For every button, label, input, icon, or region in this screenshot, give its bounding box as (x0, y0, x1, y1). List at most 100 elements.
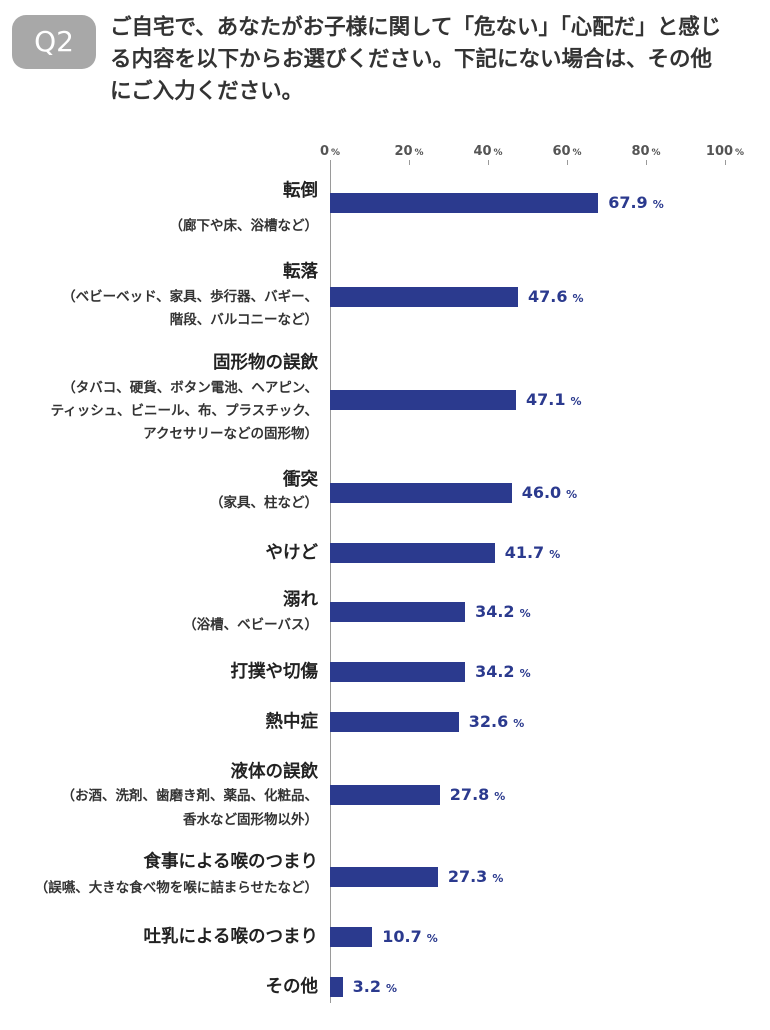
value-number: 47.1 (526, 390, 566, 409)
value-label: 27.3% (448, 866, 504, 888)
value-number: 32.6 (468, 712, 509, 731)
bar (330, 785, 440, 805)
value-unit: % (426, 932, 438, 945)
question-line-3: にご入力ください。 (110, 79, 304, 104)
value-unit: % (549, 548, 561, 561)
value-label: 27.8% (450, 784, 506, 806)
value-label: 34.2% (475, 661, 531, 683)
x-tick-label: 60% (552, 141, 581, 159)
value-unit: % (519, 607, 531, 620)
value-unit: % (652, 198, 664, 211)
category-note: 香水など固形物以外） (183, 812, 318, 828)
value-label: 32.6% (469, 711, 525, 733)
category-note: （誤嚥、大きな食べ物を喉に詰まらせたなど） (34, 880, 318, 896)
x-tick-label: 100% (706, 141, 744, 159)
bar (330, 543, 495, 563)
x-tick-unit: % (735, 148, 745, 158)
question-number-badge: Q2 (12, 15, 96, 69)
x-tick-value: 0 (319, 144, 330, 159)
value-label: 10.7% (382, 926, 438, 948)
x-tick-value: 100 (705, 144, 734, 159)
bar (330, 483, 512, 503)
category-note: （浴槽、ベビーバス） (183, 617, 318, 633)
bar (330, 602, 466, 622)
category-label: 吐乳による喉のつまり (143, 927, 318, 947)
value-label: 47.6% (528, 286, 584, 308)
value-unit: % (570, 395, 582, 408)
bar (330, 193, 599, 213)
x-tick-mark (409, 160, 410, 165)
bar (330, 712, 459, 732)
category-note: （お酒、洗剤、歯磨き剤、薬品、化粧品、 (61, 788, 319, 804)
value-number: 10.7 (382, 927, 422, 946)
category-label: 衝突 (283, 470, 318, 490)
category-note: （廊下や床、浴槽など） (169, 218, 319, 234)
question-line-1: ご自宅で、あなたがお子様に関して「危ない」「心配だ」と感じ (110, 15, 722, 40)
category-note: （タバコ、硬貨、ボタン電池、ヘアピン、 (62, 380, 318, 396)
category-label: やけど (265, 543, 319, 563)
value-number: 3.2 (352, 977, 381, 996)
category-note: （ベビーベッド、家具、歩行器、バギー、 (62, 289, 318, 305)
category-label: 溺れ (283, 590, 318, 610)
category-label: 食事による喉のつまり (143, 852, 318, 872)
category-note: ティッシュ、ビニール、布、プラスチック、 (50, 403, 318, 419)
value-unit: % (385, 982, 397, 995)
y-axis-line (330, 160, 331, 1003)
value-unit: % (519, 667, 531, 680)
category-label: 固形物の誤飲 (213, 353, 318, 373)
x-tick-value: 40 (473, 144, 492, 159)
x-tick-mark (725, 160, 726, 165)
x-tick-mark (567, 160, 568, 165)
x-tick-unit: % (414, 148, 424, 158)
x-tick-value: 20 (394, 144, 413, 159)
category-note: （家具、柱など） (210, 495, 318, 511)
value-label: 34.2% (475, 601, 531, 623)
x-tick-mark (646, 160, 647, 165)
bar (330, 390, 517, 410)
bar (330, 287, 519, 307)
bar (330, 662, 466, 682)
value-unit: % (566, 488, 578, 501)
value-label: 67.9% (608, 192, 664, 214)
question-line-2: る内容を以下からお選びください。下記にない場合は、その他 (110, 47, 713, 72)
x-tick-label: 80% (631, 141, 660, 159)
value-number: 34.2 (475, 662, 515, 681)
bar (330, 867, 438, 887)
value-label: 46.0% (522, 482, 578, 504)
x-tick-label: 0% (320, 141, 340, 159)
x-tick-unit: % (572, 148, 582, 158)
x-tick-mark (488, 160, 489, 165)
x-tick-value: 80 (631, 144, 650, 159)
value-number: 41.7 (504, 543, 545, 562)
question-text: ご自宅で、あなたがお子様に関して「危ない」「心配だ」と感じ る内容を以下からお選… (110, 12, 721, 108)
value-number: 67.9 (608, 193, 648, 212)
value-number: 34.2 (475, 602, 515, 621)
x-tick-value: 60 (552, 144, 571, 159)
value-unit: % (494, 790, 506, 803)
category-note: アクセサリーなどの固形物） (143, 426, 318, 442)
value-number: 46.0 (521, 483, 562, 502)
value-unit: % (572, 292, 584, 305)
bar (330, 927, 373, 947)
category-note: 階段、バルコニーなど） (169, 312, 318, 328)
value-number: 27.8 (449, 785, 490, 804)
category-label: 転倒 (283, 181, 318, 201)
category-label: 熱中症 (265, 712, 319, 732)
value-label: 3.2% (353, 976, 397, 998)
category-label: 打撲や切傷 (230, 662, 319, 682)
value-unit: % (513, 717, 525, 730)
x-tick-mark (330, 160, 331, 165)
value-number: 27.3 (447, 867, 488, 886)
value-label: 47.1% (526, 389, 582, 411)
x-tick-unit: % (493, 148, 503, 158)
category-label: その他 (265, 977, 319, 997)
x-tick-unit: % (651, 148, 661, 158)
x-tick-unit: % (331, 148, 341, 158)
value-number: 47.6 (528, 287, 568, 306)
x-tick-label: 40% (473, 141, 502, 159)
category-label: 転落 (283, 262, 318, 282)
value-unit: % (492, 872, 504, 885)
x-tick-label: 20% (394, 141, 423, 159)
